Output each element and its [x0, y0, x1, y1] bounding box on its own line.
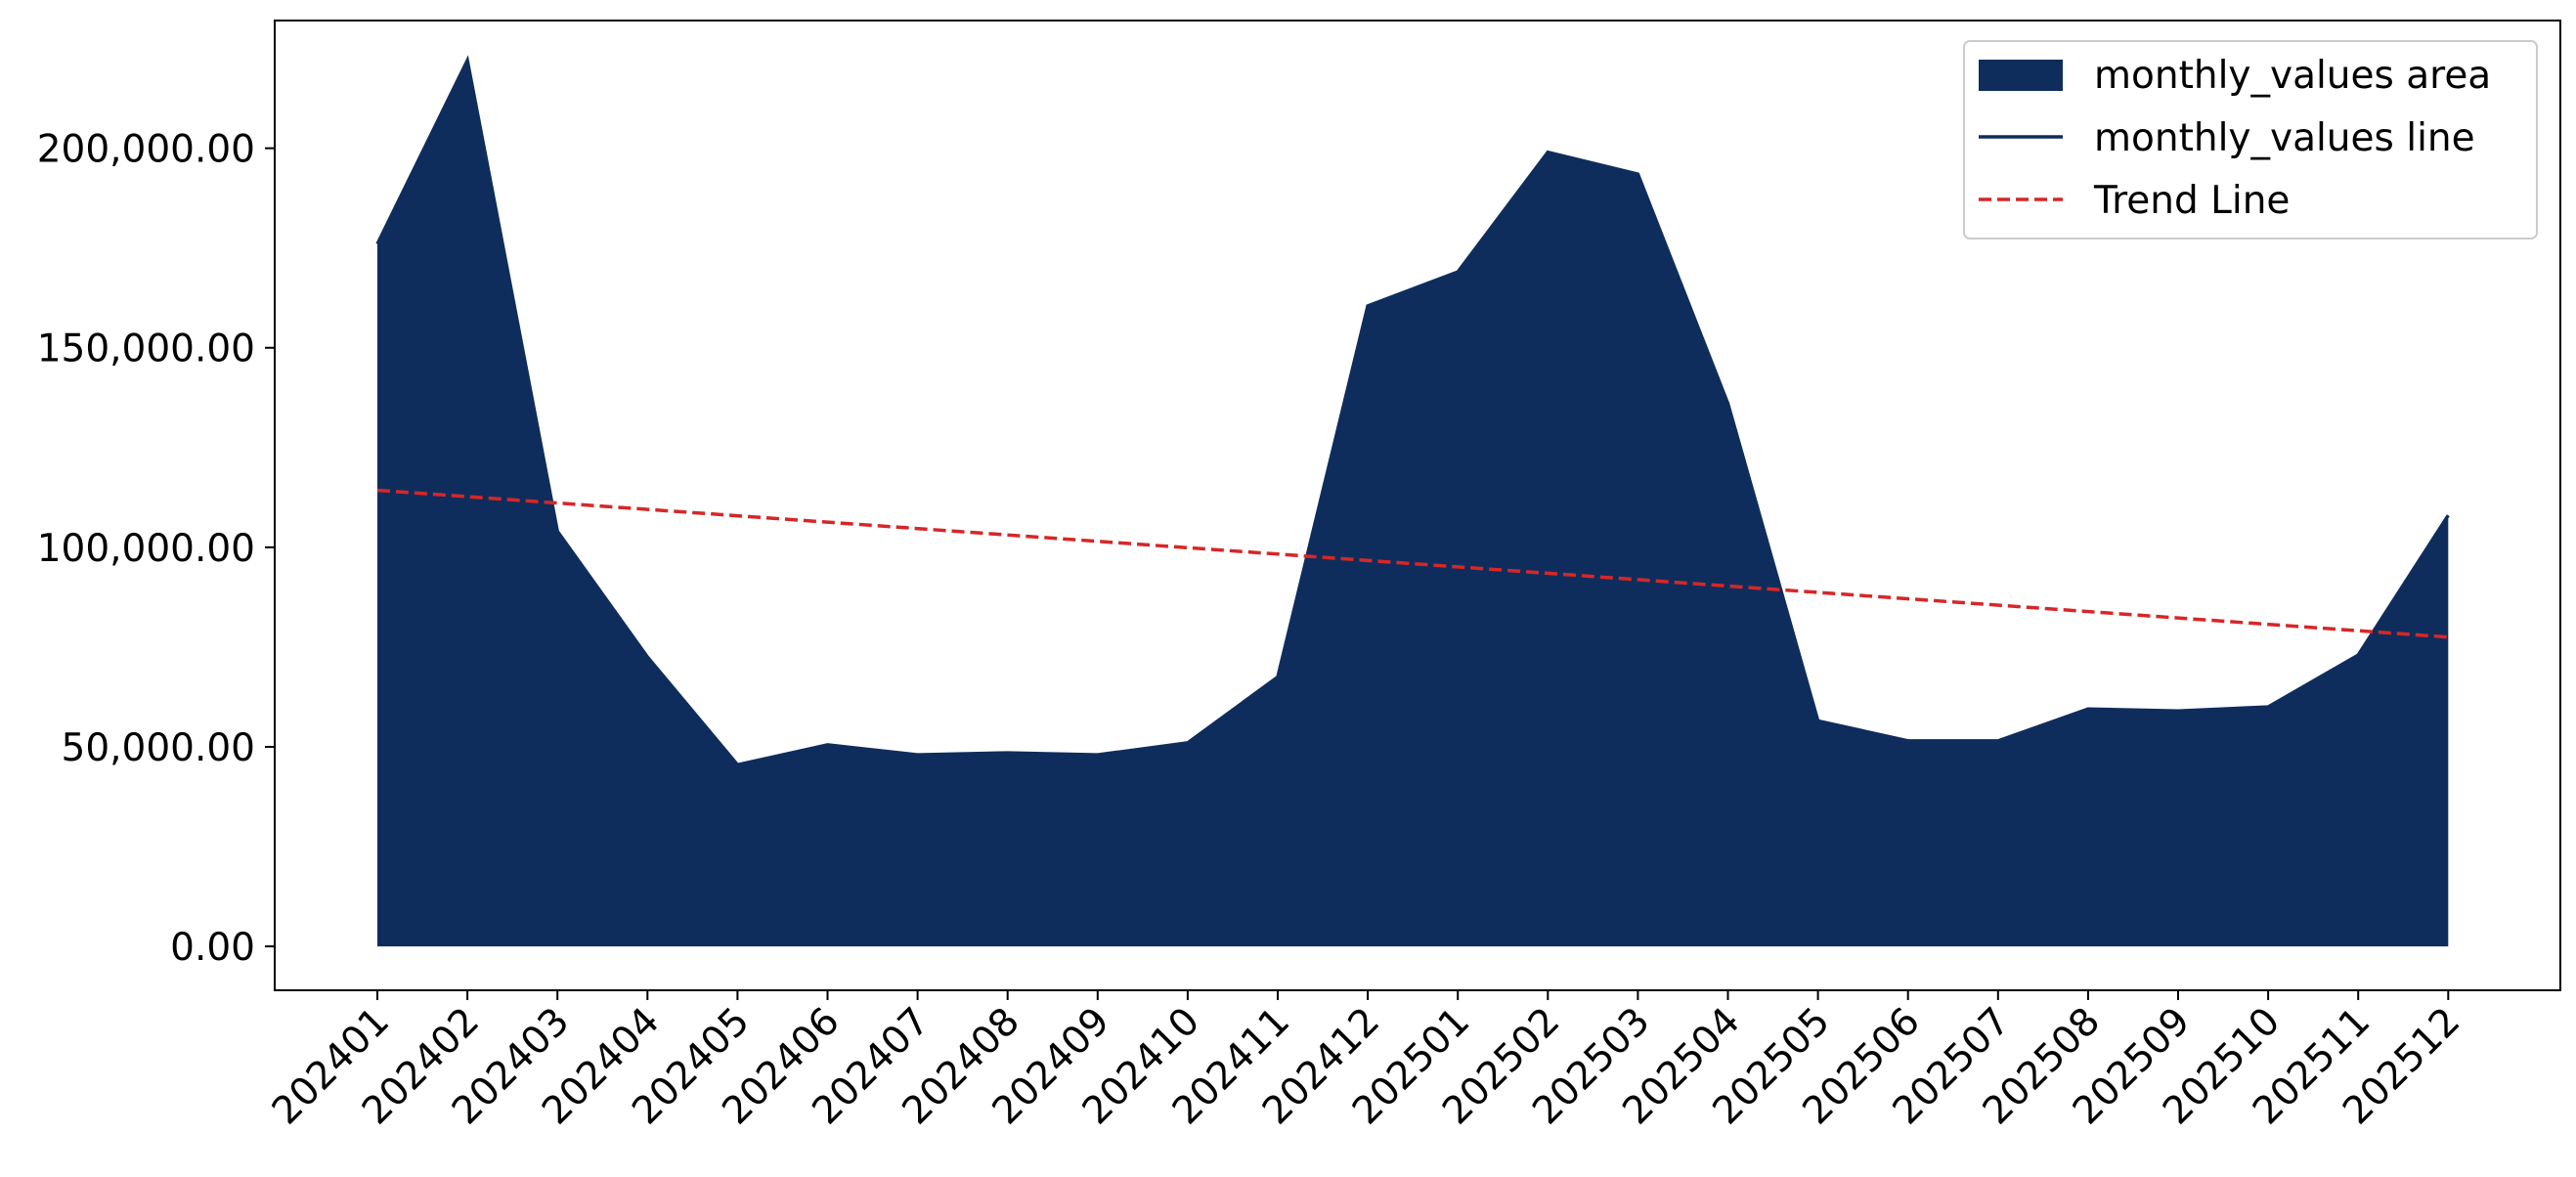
legend-label-line: monthly_values line	[2094, 116, 2475, 160]
plot-layer	[375, 55, 2450, 947]
legend: monthly_values area monthly_values line …	[1963, 40, 2538, 240]
trend-line	[376, 488, 2449, 639]
legend-label-area: monthly_values area	[2094, 54, 2491, 98]
plot-frame	[274, 20, 2561, 991]
y-tick-label: 50,000.00	[62, 726, 256, 770]
y-tick-label: 0.00	[170, 926, 255, 970]
y-tick-label: 150,000.00	[37, 327, 255, 371]
y-tick-label: 200,000.00	[37, 128, 255, 172]
y-tick-label: 100,000.00	[37, 527, 255, 571]
series-line	[375, 55, 2450, 767]
legend-swatch-area	[1979, 60, 2063, 91]
legend-frame	[1963, 40, 2538, 240]
area-fill	[377, 60, 2449, 947]
legend-label-trend: Trend Line	[2093, 179, 2290, 223]
